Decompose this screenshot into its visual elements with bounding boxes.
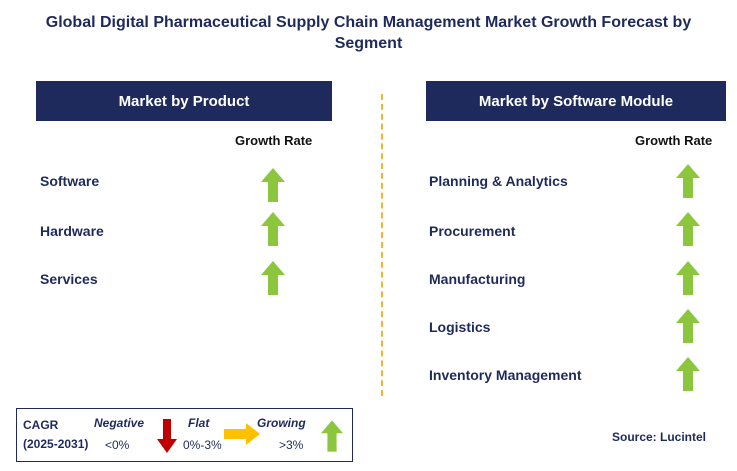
growing-arrow-icon [676,309,700,343]
page-title: Global Digital Pharmaceutical Supply Cha… [45,14,692,52]
segment-label-inventory-management: Inventory Management [429,367,582,383]
growing-arrow-icon [261,261,285,295]
legend-period: (2025-2031) [23,437,89,451]
flat-arrow-icon [224,423,260,445]
growing-arrow-icon [261,212,285,246]
segment-label-hardware: Hardware [40,223,104,239]
segment-label-manufacturing: Manufacturing [429,271,526,287]
legend-flat-label: Flat [188,416,210,430]
segment-label-services: Services [40,271,98,287]
growing-arrow-icon [321,420,343,452]
module-growth-rate-label: Growth Rate [635,133,713,148]
panel-divider [381,94,383,396]
legend-cagr-label: CAGR [23,418,59,432]
growing-arrow-icon [676,261,700,295]
legend-negative-range: <0% [105,438,130,452]
product-growth-rate-label: Growth Rate [235,133,313,148]
legend-flat-range: 0%-3% [183,438,222,452]
segment-label-planning-analytics: Planning & Analytics [429,173,568,189]
growing-arrow-icon [676,212,700,246]
legend-growing-label: Growing [257,416,306,430]
growing-arrow-icon [261,168,285,202]
cagr-legend: CAGR (2025-2031) Negative <0% Flat 0%-3%… [16,408,353,462]
product-panel-header: Market by Product [36,81,332,121]
segment-label-logistics: Logistics [429,319,491,335]
negative-arrow-icon [157,419,177,453]
legend-growing-range: >3% [279,438,304,452]
growing-arrow-icon [676,164,700,198]
growing-arrow-icon [676,357,700,391]
segment-label-procurement: Procurement [429,223,516,239]
software-module-panel-header: Market by Software Module [426,81,726,121]
segment-label-software: Software [40,173,100,189]
source-note: Source: Lucintel [612,430,707,444]
legend-negative-label: Negative [94,416,145,430]
